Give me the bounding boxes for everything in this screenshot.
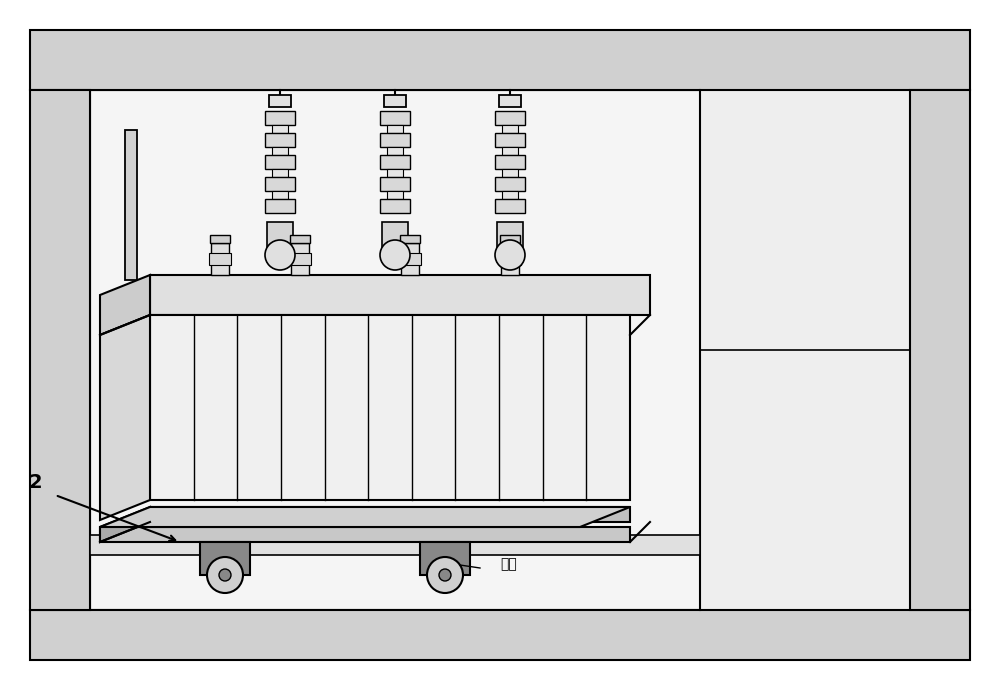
Polygon shape [150, 275, 650, 315]
Circle shape [207, 557, 243, 593]
Bar [502, 124, 518, 133]
Bar [384, 95, 406, 107]
Bar [502, 169, 518, 177]
Bar [272, 147, 288, 156]
Bar [267, 222, 293, 247]
Bar [150, 315, 630, 500]
Polygon shape [200, 542, 250, 575]
Bar [265, 156, 295, 169]
Bar [380, 133, 410, 147]
Polygon shape [100, 315, 150, 520]
Bar [400, 235, 420, 243]
Text: 轮架: 轮架 [500, 557, 517, 571]
Bar [380, 112, 410, 124]
Bar [500, 235, 520, 243]
Bar [501, 243, 519, 275]
Bar [272, 190, 288, 199]
Bar [502, 147, 518, 156]
Circle shape [265, 240, 295, 270]
Bar [502, 190, 518, 199]
Bar [265, 133, 295, 147]
Bar [387, 169, 403, 177]
Circle shape [439, 569, 451, 581]
Bar [399, 252, 421, 265]
Bar [380, 177, 410, 190]
Polygon shape [30, 610, 970, 660]
Bar [495, 112, 525, 124]
Bar [125, 130, 137, 280]
Polygon shape [100, 507, 630, 527]
Bar [211, 243, 229, 275]
Circle shape [427, 557, 463, 593]
Bar [210, 235, 230, 243]
Circle shape [495, 240, 525, 270]
Bar [495, 156, 525, 169]
Polygon shape [30, 90, 90, 610]
Circle shape [219, 569, 231, 581]
Bar [291, 243, 309, 275]
Bar [387, 190, 403, 199]
Circle shape [380, 240, 410, 270]
Bar [700, 90, 910, 610]
Bar [387, 147, 403, 156]
Bar [289, 252, 311, 265]
Bar [495, 177, 525, 190]
Polygon shape [420, 542, 470, 575]
Bar [290, 235, 310, 243]
Text: 2: 2 [28, 473, 42, 492]
Polygon shape [100, 275, 150, 335]
Bar [401, 243, 419, 275]
Polygon shape [910, 90, 970, 610]
Bar [387, 124, 403, 133]
Bar [90, 90, 910, 610]
Bar [497, 222, 523, 247]
Bar [272, 124, 288, 133]
Bar [495, 199, 525, 213]
Bar [265, 199, 295, 213]
Bar [272, 169, 288, 177]
Bar [495, 133, 525, 147]
Bar [209, 252, 231, 265]
Bar [265, 177, 295, 190]
Polygon shape [90, 535, 700, 555]
Bar [380, 199, 410, 213]
Polygon shape [100, 507, 150, 542]
Bar [269, 95, 291, 107]
Bar [265, 112, 295, 124]
Bar [499, 95, 521, 107]
Polygon shape [30, 30, 970, 90]
Polygon shape [100, 527, 630, 542]
Bar [499, 252, 521, 265]
Bar [150, 507, 630, 522]
Bar [380, 156, 410, 169]
Bar [382, 222, 408, 247]
